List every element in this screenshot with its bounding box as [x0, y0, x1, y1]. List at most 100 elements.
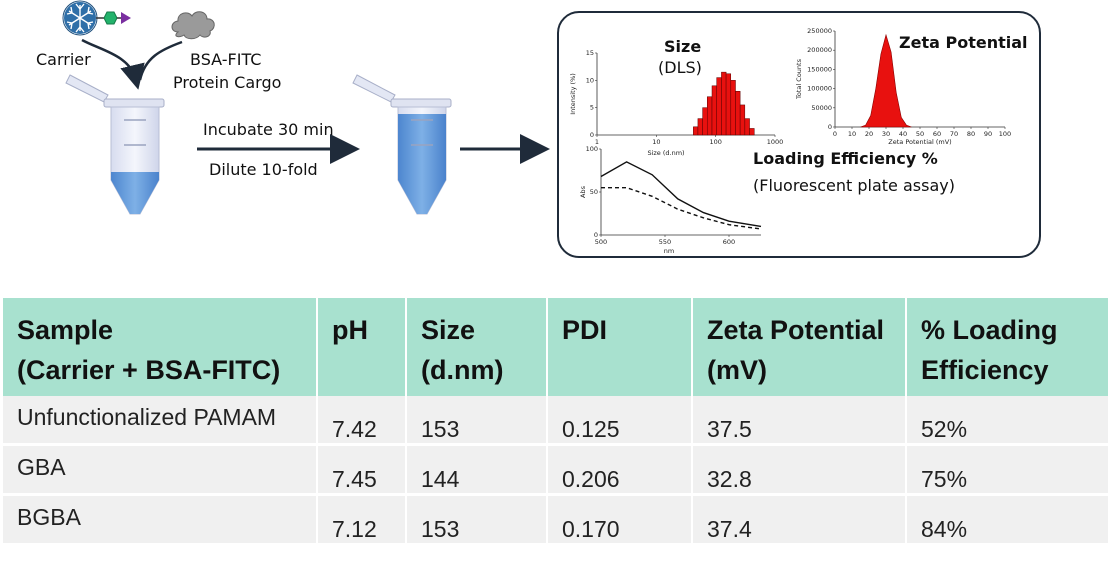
y-tick-label: 15	[586, 49, 594, 57]
size-subtitle: (DLS)	[658, 58, 702, 77]
characterization-panel: Size (DLS) Zeta Potential Loading Effici…	[557, 11, 1041, 258]
y-tick-label: 0	[594, 231, 598, 239]
x-tick-label: 80	[967, 130, 975, 138]
header-text: % Loading	[921, 315, 1058, 345]
workflow-diagram: Carrier BSA-FITC Protein Cargo Incubate …	[36, 0, 550, 215]
x-axis-label: nm	[664, 247, 674, 255]
y-tick-label: 5	[590, 104, 594, 112]
carrier-arrow	[81, 38, 145, 90]
y-tick-label: 0	[590, 131, 594, 139]
y-tick-label: 150000	[807, 65, 832, 73]
size-title: Size	[664, 37, 702, 56]
cargo-label-line1: BSA-FITC	[190, 50, 262, 69]
cell-zeta: 32.8	[692, 443, 907, 495]
table-row: GBA 7.45 144 0.206 32.8 75%	[3, 443, 1108, 495]
header-text: (Carrier + BSA-FITC)	[17, 355, 281, 385]
loading-title: Loading Efficiency %	[753, 149, 938, 168]
y-axis-label: Intensity (%)	[569, 73, 577, 115]
size-bar	[735, 91, 741, 136]
absorbance-line-dashed	[601, 187, 762, 230]
x-tick-label: 10	[652, 138, 660, 146]
y-tick-label: 0	[828, 123, 832, 131]
zeta-potential-chart: 0 10 20 30 40 50 60 70 80 90 100 0 50000 100000 150000…	[795, 27, 1011, 145]
linker-icon	[96, 11, 131, 25]
size-bar	[702, 107, 708, 136]
x-tick-label: 0	[833, 130, 837, 138]
size-bar	[721, 71, 727, 136]
cell-loading: 84%	[906, 493, 1108, 543]
y-tick-label: 100000	[807, 85, 832, 93]
size-bar	[744, 118, 750, 136]
header-text: Zeta Potential	[707, 315, 885, 345]
zeta-area	[860, 33, 912, 128]
header-text: (d.nm)	[421, 355, 504, 385]
y-axis-label: Abs	[579, 185, 587, 198]
table-header-row: Sample (Carrier + BSA-FITC) pH Size (d.nm) PD…	[3, 298, 1108, 396]
header-size: Size (d.nm)	[406, 298, 548, 396]
size-distribution-chart: 1 10 100 1000 0 5 10 15 Size (d.nm) Intensity (%)	[569, 49, 783, 157]
cell-ph: 7.42	[317, 396, 407, 445]
size-bar	[697, 118, 703, 136]
cell-ph: 7.12	[317, 493, 407, 543]
size-bar	[706, 96, 713, 136]
size-bar	[716, 77, 722, 136]
step-incubate: Incubate 30 min	[203, 120, 334, 139]
mixing-tube-icon	[65, 74, 165, 215]
y-tick-label: 50	[590, 188, 598, 196]
size-bar	[693, 126, 699, 136]
results-table: Sample (Carrier + BSA-FITC) pH Size (d.nm) PD…	[3, 298, 1108, 543]
header-ph: pH	[317, 298, 407, 396]
cell-sample: BGBA	[3, 493, 318, 543]
cell-loading: 52%	[921, 416, 968, 442]
cell-loading: 75%	[906, 443, 1108, 495]
cell-zeta: 37.5	[692, 396, 907, 445]
protein-cargo-icon	[171, 11, 215, 40]
y-tick-label: 200000	[807, 46, 832, 54]
cell-sample: GBA	[3, 443, 318, 495]
x-tick-label: 30	[882, 130, 890, 138]
x-tick-label: 1	[595, 138, 599, 146]
x-tick-label: 600	[723, 238, 735, 246]
x-tick-label: 10	[848, 130, 856, 138]
cell-zeta: 37.4	[692, 493, 907, 543]
x-tick-label: 550	[659, 238, 671, 246]
carrier-label: Carrier	[36, 50, 91, 69]
y-tick-label: 100	[586, 145, 598, 153]
table-row: Unfunctionalized PAMAM 7.42 153 0.125 37.5 52…	[3, 396, 1108, 445]
header-text: PDI	[562, 315, 608, 345]
cargo-arrow	[138, 40, 183, 81]
cargo-label-line2: Protein Cargo	[173, 73, 282, 92]
x-tick-label: 500	[595, 238, 607, 246]
header-sample: Sample (Carrier + BSA-FITC)	[3, 298, 318, 396]
x-tick-label: 50	[916, 130, 924, 138]
zeta-title: Zeta Potential	[899, 33, 1028, 52]
header-text: pH	[332, 315, 368, 345]
carrier-icon	[62, 0, 98, 36]
absorbance-chart: 500 550 600 0 50 100 nm Abs	[579, 145, 762, 255]
header-text: (mV)	[707, 355, 767, 385]
header-loading: % Loading Efficiency	[906, 298, 1108, 396]
x-tick-label: 100	[709, 138, 721, 146]
header-zeta: Zeta Potential (mV)	[692, 298, 907, 396]
step-dilute: Dilute 10-fold	[209, 160, 318, 179]
loading-subtitle: (Fluorescent plate assay)	[753, 176, 955, 195]
y-tick-label: 250000	[807, 27, 832, 35]
header-pdi: PDI	[547, 298, 693, 396]
cell-size: 144	[406, 443, 548, 495]
cell-pdi: 0.206	[547, 443, 693, 495]
x-tick-label: 60	[933, 130, 941, 138]
table-row: BGBA 7.12 153 0.170 37.4 84%	[3, 493, 1108, 543]
cell-size: 153	[406, 396, 548, 445]
size-bar	[725, 73, 732, 136]
size-bar	[730, 80, 736, 136]
cell-size: 153	[406, 493, 548, 543]
y-tick-label: 50000	[811, 104, 832, 112]
y-axis-label: Total Counts	[795, 58, 803, 100]
x-tick-label: 100	[999, 130, 1011, 138]
y-tick-label: 10	[586, 76, 594, 84]
x-axis-label: Zeta Potential (mV)	[888, 138, 951, 145]
workflow-graphics	[62, 0, 550, 215]
header-text: Sample	[17, 315, 114, 345]
size-bar	[749, 128, 755, 136]
cell-sample: Unfunctionalized PAMAM	[3, 396, 318, 445]
